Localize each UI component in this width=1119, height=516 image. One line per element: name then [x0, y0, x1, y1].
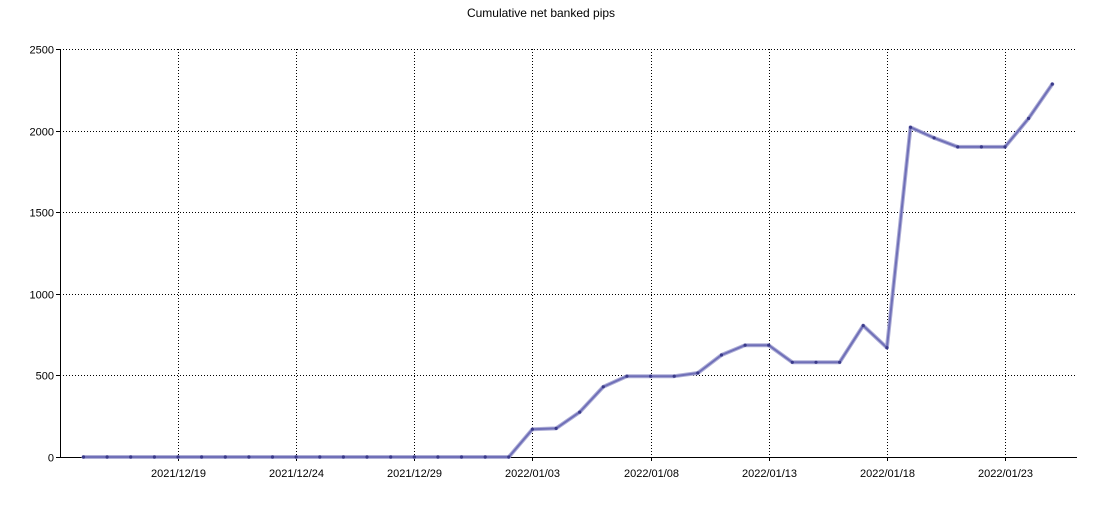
- y-tick-label: 500: [36, 371, 54, 383]
- tick-labels: 0 500 1000 1500 2000 2500 2021/12/19 2021/12/24…: [30, 45, 1034, 481]
- series-layer: [81, 82, 1055, 459]
- x-tick-label: 2022/01/23: [978, 468, 1033, 480]
- y-tick-label: 2500: [30, 45, 54, 57]
- data-point: [838, 360, 842, 364]
- data-point: [1027, 116, 1031, 120]
- data-point: [885, 346, 889, 350]
- data-point: [649, 374, 653, 378]
- data-point: [814, 360, 818, 364]
- data-point: [979, 145, 984, 149]
- data-point: [554, 426, 558, 430]
- x-tick-label: 2022/01/18: [860, 468, 915, 480]
- y-tick-label: 2000: [30, 127, 54, 139]
- x-tick-label: 2021/12/24: [269, 468, 324, 480]
- data-point: [696, 371, 700, 375]
- data-point: [483, 455, 487, 459]
- data-point: [152, 455, 156, 459]
- data-point: [578, 410, 582, 414]
- data-point: [1003, 145, 1007, 149]
- y-tick-label: 1500: [30, 208, 54, 220]
- data-point: [719, 353, 724, 357]
- data-point: [956, 145, 960, 149]
- data-point: [1050, 82, 1054, 86]
- data-point: [412, 455, 416, 459]
- series-line-halo: [81, 82, 1055, 459]
- data-point: [507, 455, 511, 459]
- data-point: [743, 343, 747, 347]
- x-tick-label: 2022/01/13: [742, 468, 797, 480]
- data-point: [625, 374, 629, 378]
- y-tick-label: 1000: [30, 290, 54, 302]
- series-line: [82, 83, 1054, 458]
- y-tick-label: 0: [48, 453, 54, 465]
- data-point: [105, 455, 109, 459]
- chart-title: Cumulative net banked pips: [467, 6, 615, 20]
- x-tick-label: 2021/12/29: [387, 468, 442, 480]
- x-tick-label: 2022/01/03: [505, 468, 560, 480]
- data-point: [294, 455, 298, 459]
- grid-lines: [60, 49, 1077, 457]
- data-point: [81, 455, 86, 459]
- axes: [56, 49, 1077, 461]
- data-point: [247, 455, 251, 459]
- data-point: [672, 374, 676, 378]
- data-point: [129, 455, 133, 459]
- x-tick-label: 2021/12/19: [151, 468, 206, 480]
- data-point: [530, 427, 535, 431]
- data-point: [365, 455, 369, 459]
- x-tick-label: 2022/01/08: [624, 468, 679, 480]
- data-point: [932, 136, 936, 140]
- data-point: [389, 455, 393, 459]
- data-point: [767, 343, 771, 347]
- data-point: [270, 455, 275, 459]
- data-point: [601, 385, 605, 389]
- data-point: [790, 360, 794, 364]
- data-point: [200, 455, 204, 459]
- data-point: [436, 455, 440, 459]
- data-point: [223, 455, 227, 459]
- data-point: [861, 324, 865, 328]
- data-point: [459, 455, 464, 459]
- data-point: [176, 455, 180, 459]
- data-point: [908, 125, 913, 129]
- data-point: [318, 455, 322, 459]
- data-point: [341, 455, 345, 459]
